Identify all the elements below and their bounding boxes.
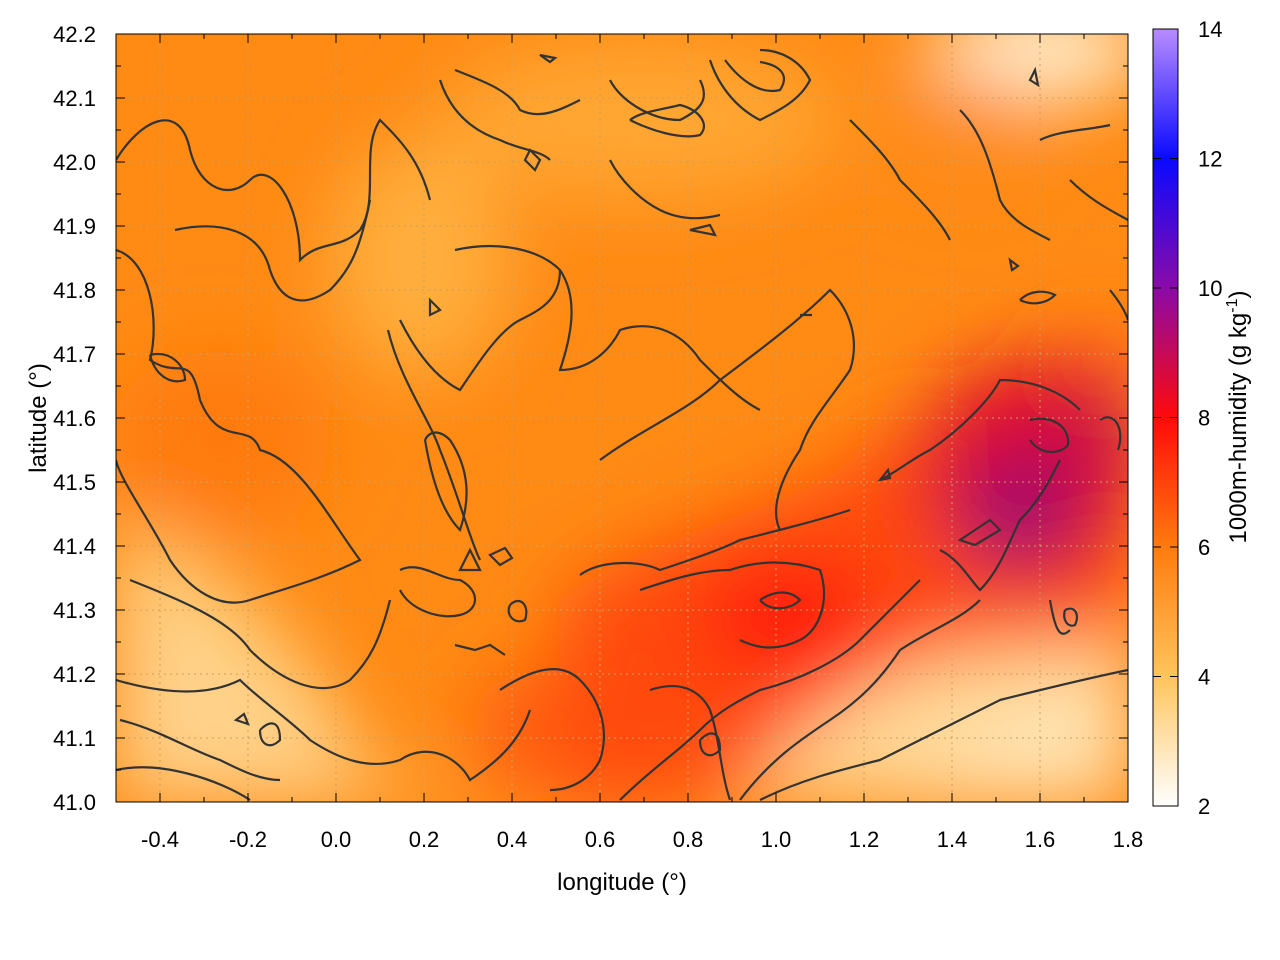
x-axis: -0.4 -0.2 0.0 0.2 0.4 0.6 0.8 1.0 1.2 1.4 1.6 1.8 [115,34,1144,852]
y-axis-label: latitude (°) [25,363,52,473]
contour-lines [116,48,1128,801]
colorbar-tick-label: 4 [1198,665,1210,690]
x-tick-label: -0.2 [229,827,267,852]
x-tick-label: 0.4 [497,827,528,852]
y-tick-label: 42.2 [53,22,96,47]
y-tick-label: 41.9 [53,214,96,239]
y-tick-label: 41.6 [53,406,96,431]
x-axis-label: longitude (°) [557,869,687,896]
colorbar-ticks: 2 4 6 8 10 12 14 [1153,17,1222,819]
colorbar: 2 4 6 8 10 12 14 1000m-humidity (g kg-1) [1152,17,1252,819]
colorbar-tick-label: 12 [1198,147,1222,172]
colorbar-tick-label: 2 [1198,794,1210,819]
x-tick-label: 1.4 [937,827,968,852]
y-tick-label: 41.2 [53,662,96,687]
x-tick-label: 0.0 [321,827,352,852]
y-tick-label: 41.4 [53,534,96,559]
x-tick-label: -0.4 [141,827,179,852]
y-tick-label: 41.0 [53,790,96,815]
x-tick-label: 1.8 [1113,827,1144,852]
y-tick-label: 41.3 [53,598,96,623]
y-tick-label: 41.7 [53,342,96,367]
y-tick-label: 41.8 [53,278,96,303]
y-axis: 41.0 41.1 41.2 41.3 41.4 41.5 41.6 41.7 41.8 41.9… [53,22,1128,815]
x-tick-label: 0.6 [585,827,616,852]
x-tick-label: 0.2 [409,827,440,852]
colorbar-label-sup: -1 [1224,298,1241,312]
colorbar-label-main: 1000m-humidity (g kg [1225,313,1252,544]
colorbar-tick-label: 10 [1198,276,1222,301]
x-tick-label: 1.6 [1025,827,1056,852]
x-tick-label: 1.2 [849,827,880,852]
y-tick-label: 41.1 [53,726,96,751]
x-tick-label: 1.0 [761,827,792,852]
colorbar-tick-label: 8 [1198,406,1210,431]
grid-lines [116,34,1128,802]
colorbar-tick-label: 6 [1198,535,1210,560]
y-tick-label: 42.1 [53,86,96,111]
colorbar-label-close: ) [1225,291,1252,299]
colorbar-label: 1000m-humidity (g kg-1) [1224,291,1252,544]
y-tick-label: 42.0 [53,150,96,175]
colorbar-tick-label: 14 [1198,17,1222,42]
x-tick-label: 0.8 [673,827,704,852]
y-tick-label: 41.5 [53,470,96,495]
